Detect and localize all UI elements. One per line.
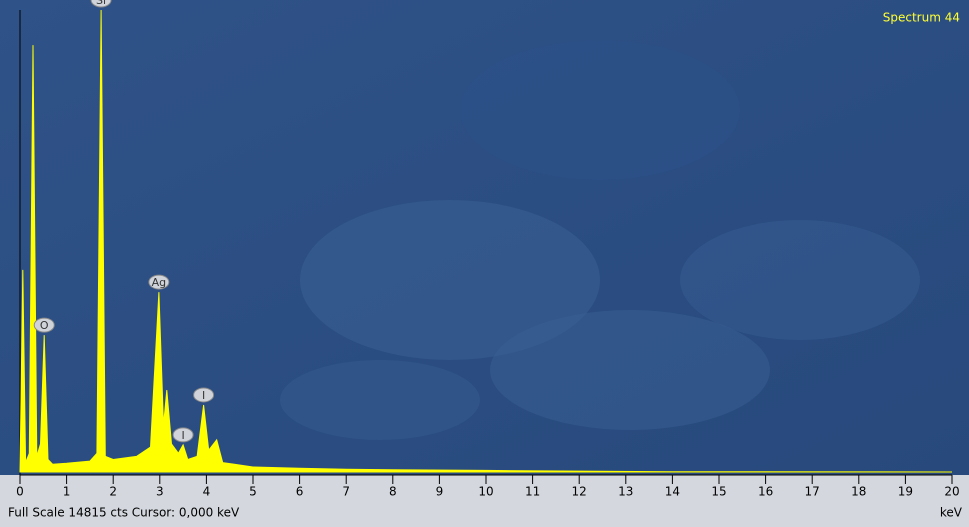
x-tick-label: 0 bbox=[16, 485, 24, 499]
x-tick-label: 6 bbox=[296, 485, 304, 499]
x-tick-label: 17 bbox=[805, 485, 820, 499]
x-tick-label: 4 bbox=[203, 485, 211, 499]
x-tick-label: 14 bbox=[665, 485, 680, 499]
x-tick-label: 13 bbox=[618, 485, 633, 499]
x-tick-label: 20 bbox=[944, 485, 959, 499]
peak-label: Si bbox=[96, 0, 106, 7]
x-tick-label: 2 bbox=[109, 485, 117, 499]
background-blob bbox=[280, 360, 480, 440]
footer-status: Full Scale 14815 cts Cursor: 0,000 keV bbox=[8, 506, 240, 520]
page: {"chart_data": { "type": "area", "title"… bbox=[0, 0, 969, 527]
x-tick-label: 11 bbox=[525, 485, 540, 499]
x-tick-label: 15 bbox=[711, 485, 726, 499]
peak-label: I bbox=[202, 389, 205, 402]
x-tick-label: 3 bbox=[156, 485, 164, 499]
spectrum-title: Spectrum 44 bbox=[883, 11, 960, 25]
background-blob bbox=[460, 40, 740, 180]
x-tick-label: 5 bbox=[249, 485, 257, 499]
background-blob bbox=[680, 220, 920, 340]
x-tick-label: 1 bbox=[63, 485, 71, 499]
peak-label: Ag bbox=[152, 276, 167, 289]
x-tick-label: 10 bbox=[478, 485, 493, 499]
x-tick-label: 8 bbox=[389, 485, 397, 499]
spectrum-window: Spectrum 44 Full Scale 14815 cts Cursor:… bbox=[0, 0, 969, 527]
x-axis-label: keV bbox=[940, 506, 963, 520]
x-tick-label: 7 bbox=[342, 485, 350, 499]
x-tick-label: 18 bbox=[851, 485, 866, 499]
x-tick-label: 16 bbox=[758, 485, 773, 499]
peak-label: I bbox=[181, 429, 184, 442]
x-tick-label: 9 bbox=[436, 485, 444, 499]
x-tick-label: 19 bbox=[898, 485, 913, 499]
x-tick-label: 12 bbox=[572, 485, 587, 499]
peak-label: O bbox=[40, 319, 49, 332]
